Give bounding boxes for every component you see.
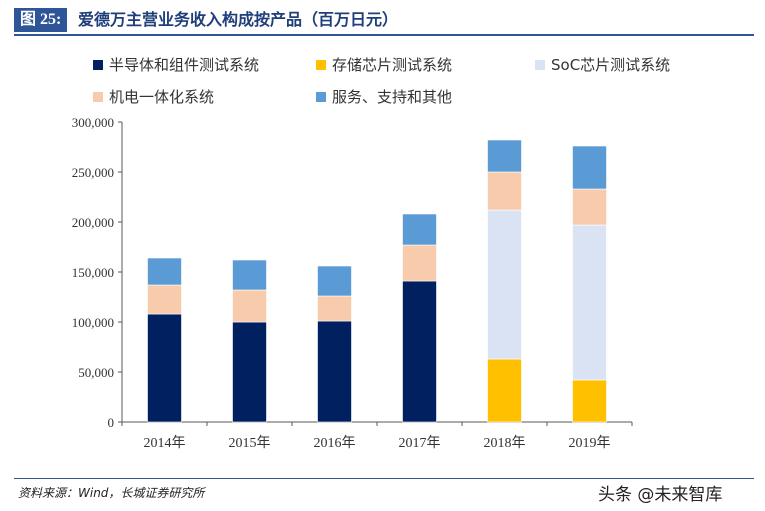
y-tick-label: 300,000 <box>72 115 114 130</box>
bar-segment-3-1 <box>232 289 267 323</box>
x-tick-label: 2016年 <box>314 435 356 451</box>
bar-segment-2-5 <box>572 224 607 381</box>
x-tick-label: 2015年 <box>229 435 271 451</box>
legend-swatch <box>93 91 103 102</box>
bar-segment-3-0 <box>147 284 182 315</box>
legend-item-memory: 存储芯片测试系统 <box>316 54 452 75</box>
bar-segment-4-3 <box>402 213 437 246</box>
y-tick-label: 0 <box>108 415 115 430</box>
footer-divider <box>14 478 754 479</box>
bar-segment-3-4 <box>487 171 522 211</box>
legend-item-mechatronics: 机电一体化系统 <box>93 86 214 107</box>
legend-label: SoC芯片测试系统 <box>551 56 671 74</box>
y-tick-label: 200,000 <box>72 215 114 230</box>
legend-label: 机电一体化系统 <box>109 88 215 106</box>
y-tick-label: 250,000 <box>72 165 114 180</box>
bar-segment-4-5 <box>572 145 607 190</box>
bar-segment-3-2 <box>317 295 352 322</box>
title-bar: 图 25: 爱德万主营业务收入构成按产品（百万日元） <box>14 8 754 36</box>
bar-segment-4-1 <box>232 259 267 291</box>
bar-segment-1-4 <box>487 358 522 423</box>
legend-swatch <box>535 59 545 70</box>
legend-swatch <box>316 91 326 102</box>
figure-number: 图 25: <box>14 8 68 32</box>
legend-swatch <box>316 59 326 70</box>
x-tick-label: 2019年 <box>569 435 611 451</box>
bar-segment-0-3 <box>402 280 437 423</box>
bar-segment-1-5 <box>572 379 607 423</box>
watermark: 头条 @未来智库 <box>598 485 723 505</box>
legend-item-services: 服务、支持和其他 <box>316 86 452 107</box>
bar-segment-3-5 <box>572 188 607 226</box>
x-tick-label: 2017年 <box>399 435 441 451</box>
x-tick-label: 2014年 <box>144 435 186 451</box>
bar-segment-0-2 <box>317 320 352 423</box>
legend-item-semiconductor: 半导体和组件测试系统 <box>93 54 259 75</box>
bar-segment-2-4 <box>487 209 522 360</box>
bar-segment-4-4 <box>487 139 522 173</box>
bar-segment-4-2 <box>317 265 352 297</box>
legend-item-soc: SoC芯片测试系统 <box>535 54 670 75</box>
bar-segment-4-0 <box>147 257 182 286</box>
source-note: 资料来源：Wind，长城证券研究所 <box>18 486 205 500</box>
y-tick-label: 150,000 <box>72 265 114 280</box>
bar-segment-0-0 <box>147 313 182 423</box>
chart-title: 爱德万主营业务收入构成按产品（百万日元） <box>78 10 399 29</box>
legend-label: 半导体和组件测试系统 <box>109 56 260 74</box>
bar-segment-3-3 <box>402 244 437 282</box>
y-tick-label: 50,000 <box>78 365 114 380</box>
legend-swatch <box>93 59 103 70</box>
bar-segment-0-1 <box>232 321 267 423</box>
y-tick-label: 100,000 <box>72 315 114 330</box>
legend-label: 服务、支持和其他 <box>332 88 453 106</box>
x-tick-label: 2018年 <box>484 435 526 451</box>
legend-label: 存储芯片测试系统 <box>332 56 453 74</box>
